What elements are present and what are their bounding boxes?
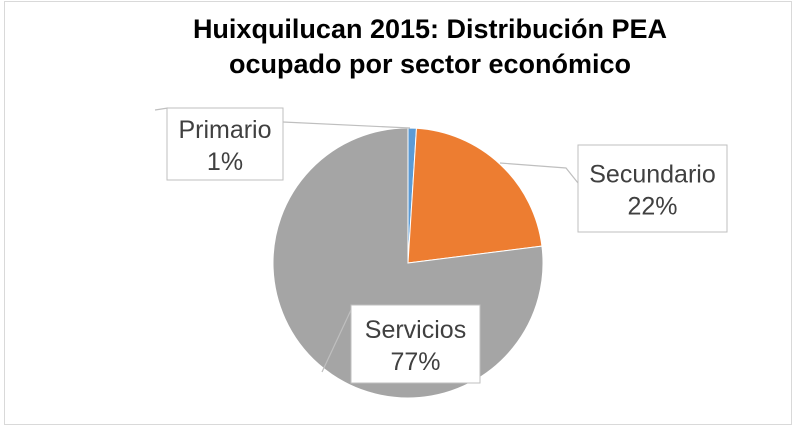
leader-line bbox=[321, 309, 352, 373]
leader-line bbox=[282, 121, 411, 129]
chart-title: Huixquilucan 2015: Distribución PEA ocup… bbox=[192, 14, 668, 79]
data-label-box bbox=[577, 144, 728, 233]
data-label-category: Primario bbox=[178, 116, 271, 144]
data-label-category: Secundario bbox=[589, 161, 715, 189]
data-label-box bbox=[350, 304, 481, 384]
leader-line bbox=[499, 162, 579, 184]
data-label-value: 22% bbox=[627, 193, 677, 221]
data-label-category: Servicios bbox=[365, 316, 466, 344]
leader-line bbox=[154, 107, 169, 111]
data-labels: Primario 1% Secundario 22% Servicios 77% bbox=[166, 107, 728, 384]
title-box: Huixquilucan 2015: Distribución PEA ocup… bbox=[192, 14, 668, 79]
data-label-value: 77% bbox=[390, 348, 440, 376]
pie-slice bbox=[407, 127, 543, 264]
data-label-box bbox=[166, 107, 284, 181]
leader-lines bbox=[154, 107, 579, 373]
data-label-value: 1% bbox=[207, 148, 243, 176]
